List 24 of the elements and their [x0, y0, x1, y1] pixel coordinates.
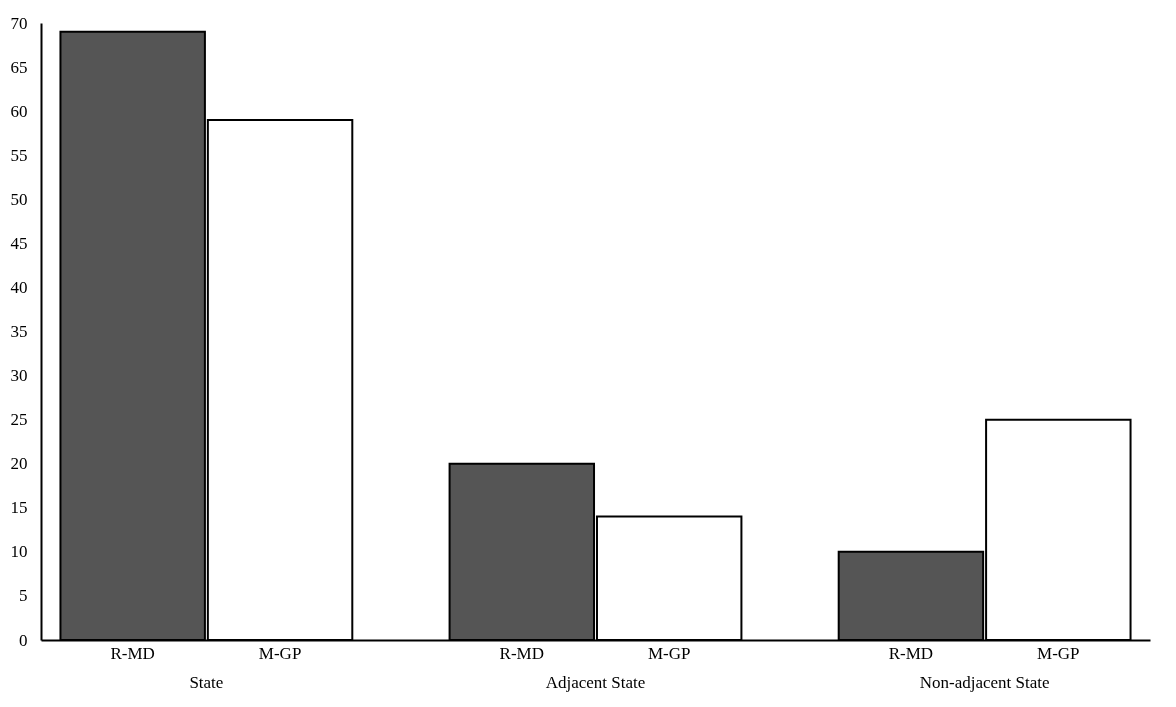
y-tick-label: 50 [10, 189, 28, 209]
y-tick-label: 20 [10, 454, 28, 474]
series-label: M-GP [258, 644, 302, 663]
y-tick-label: 40 [10, 277, 28, 297]
text: M-GP [647, 644, 691, 663]
y-tick-label: 25 [10, 410, 28, 430]
x-tick-label: State [189, 672, 224, 692]
y-tick-label: 30 [10, 366, 28, 386]
x-tick-label: Non-adjacent State [919, 672, 1050, 692]
y-tick-label: 15 [10, 498, 28, 518]
y-tick-label: 10 [10, 542, 28, 562]
y-tick-label: 45 [10, 233, 28, 253]
y-tick-label: 0 [19, 630, 28, 650]
y-tick-label: 35 [10, 322, 28, 341]
text: M-GP [1037, 644, 1080, 663]
series-label: R-MD [110, 644, 155, 663]
text: R-MD [499, 644, 545, 663]
y-tick-label: 5 [19, 586, 28, 606]
y-tick-label: 60 [10, 101, 28, 121]
y-tick-label: 70 [10, 13, 28, 33]
x-tick-label: Adjacent State [545, 672, 646, 692]
y-tick-label: 65 [10, 57, 28, 77]
y-tick-label: 55 [10, 145, 28, 165]
text: R-MD [888, 644, 934, 663]
